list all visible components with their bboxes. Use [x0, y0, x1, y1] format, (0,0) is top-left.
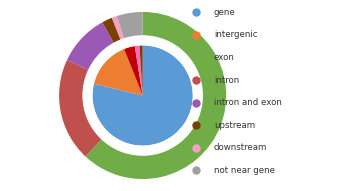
Text: gene: gene	[214, 8, 236, 17]
Wedge shape	[112, 16, 124, 40]
Wedge shape	[86, 12, 226, 179]
Wedge shape	[102, 18, 121, 43]
Text: not near gene: not near gene	[214, 166, 275, 175]
Wedge shape	[135, 45, 142, 96]
Wedge shape	[124, 46, 142, 96]
Text: upstream: upstream	[214, 121, 255, 130]
Wedge shape	[94, 49, 142, 96]
Text: downstream: downstream	[214, 143, 267, 152]
Wedge shape	[59, 60, 102, 156]
Text: intergenic: intergenic	[214, 30, 257, 40]
Wedge shape	[82, 35, 203, 156]
Text: intron and exon: intron and exon	[214, 98, 282, 107]
Text: exon: exon	[214, 53, 235, 62]
Wedge shape	[67, 22, 114, 70]
Wedge shape	[117, 12, 142, 39]
Text: intron: intron	[214, 75, 239, 85]
Wedge shape	[92, 45, 193, 146]
Wedge shape	[139, 45, 142, 96]
